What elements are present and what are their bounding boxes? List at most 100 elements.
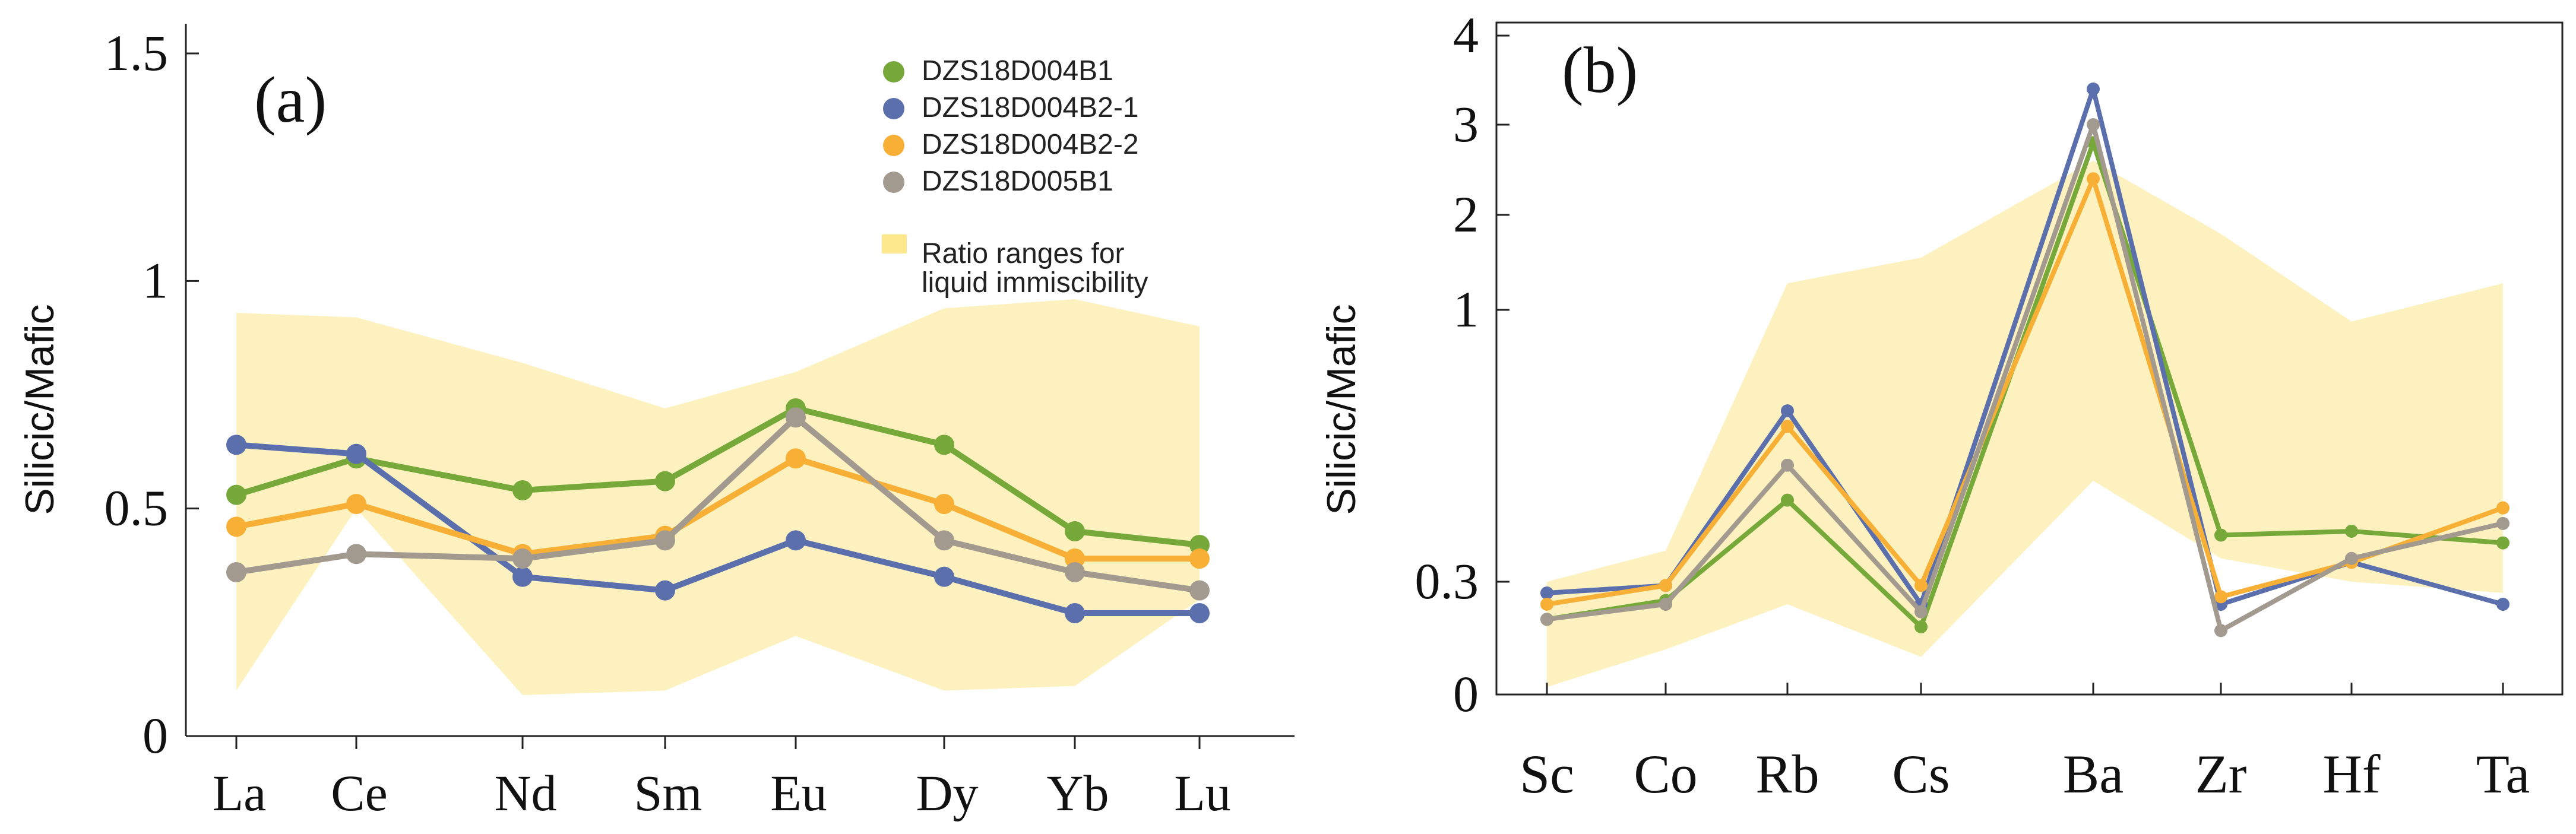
legend-marker-dzs18d004b2-2 (883, 135, 904, 156)
panel-b-y-tick-label: 2 (1453, 186, 1479, 243)
panel-a-point-dzs18d004b1 (934, 435, 954, 455)
panel-a-point-dzs18d004b1 (512, 480, 533, 500)
panel-a-point-dzs18d005b1 (1065, 562, 1085, 582)
panel-a-point-dzs18d005b1 (934, 530, 954, 551)
panel-b-x-tick-label: Cs (1892, 744, 1950, 804)
panel-b-y-tick-label: 4 (1453, 7, 1479, 64)
panel-b-point-dzs18d004b2-2 (2496, 501, 2509, 515)
panel-b-y-tick-label: 0 (1453, 665, 1479, 722)
panel-a-point-dzs18d005b1 (786, 407, 806, 428)
panel-a-x-tick-label: Nd (494, 765, 556, 822)
panel-a-point-dzs18d004b2-2 (1189, 548, 1210, 569)
panel-b-y-tick-label: 0.3 (1415, 553, 1479, 610)
panel-b-point-dzs18d005b1 (1914, 605, 1928, 619)
panel-b-label: (b) (1562, 34, 1638, 106)
panel-a-x-tick-label: Dy (916, 765, 978, 822)
panel-a-y-tick-label: 1 (143, 252, 168, 309)
panel-a-point-dzs18d004b2-1 (655, 580, 675, 601)
panel-b-point-dzs18d005b1 (2087, 118, 2100, 131)
panel-a-line-dzs18d004b2-1 (233, 442, 1202, 616)
panel-b-point-dzs18d004b2-2 (1659, 579, 1672, 592)
panel-b-point-dzs18d004b2-1 (1781, 404, 1794, 418)
panel-a-point-dzs18d005b1 (346, 544, 366, 565)
panel-b-point-dzs18d004b2-1 (2087, 83, 2100, 96)
panel-b-point-dzs18d005b1 (2214, 624, 2227, 638)
panel-a-range-band (236, 299, 1200, 695)
panel-a-point-dzs18d004b2-1 (1189, 603, 1210, 623)
panel-a-point-dzs18d004b2-1 (934, 566, 954, 587)
panel-a-x-tick-label: Lu (1174, 765, 1231, 822)
panel-b-point-dzs18d004b1 (2214, 528, 2227, 542)
panel-b-point-dzs18d004b2-2 (2214, 590, 2227, 604)
panel-a-point-dzs18d005b1 (226, 562, 246, 582)
panel-b-x-tick-label: Zr (2195, 744, 2247, 804)
panel-b-point-dzs18d004b1 (2496, 536, 2509, 550)
panel-a-x-tick-label: Eu (770, 765, 827, 822)
panel-b-y-tick-label: 1 (1453, 281, 1479, 338)
panel-b-point-dzs18d004b1 (1781, 493, 1794, 507)
panel-a-label: (a) (254, 64, 327, 136)
legend-band-label-line2: liquid immiscibility (922, 267, 1148, 299)
panel-b-x-tick-label: Sc (1520, 744, 1574, 804)
panel-b-chart: Silicic/Mafic (b) 0 0.3 1 2 3 4 Sc Co Rb Cs Ba Zr Hf… (1319, 7, 2564, 804)
panel-b-point-dzs18d004b2-2 (1914, 579, 1928, 592)
panel-a-point-dzs18d005b1 (512, 548, 533, 569)
panel-a-point-dzs18d004b2-2 (934, 494, 954, 514)
panel-b-point-dzs18d005b1 (1659, 598, 1672, 611)
panel-a-x-tick-label: Sm (634, 765, 702, 822)
panel-b-range-band (1547, 160, 2503, 687)
panel-b-point-dzs18d005b1 (1781, 458, 1794, 472)
panel-b-point-dzs18d005b1 (2345, 551, 2358, 565)
panel-a-line-dzs18d004b1 (233, 405, 1202, 548)
legend-marker-dzs18d004b2-1 (883, 98, 904, 119)
legend-entry-dzs18d005b1: DZS18D005B1 (922, 166, 1113, 197)
panel-a-line-dzs18d004b2-2 (233, 455, 1202, 562)
panel-a-y-tick-label: 1.5 (105, 24, 169, 81)
panel-a-point-dzs18d004b1 (226, 484, 246, 505)
legend-entry-dzs18d004b1: DZS18D004B1 (922, 55, 1113, 87)
panel-a-point-dzs18d004b2-2 (786, 448, 806, 469)
panel-a-point-dzs18d005b1 (1189, 580, 1210, 601)
panel-b-point-dzs18d004b2-2 (1781, 420, 1794, 433)
panel-a-point-dzs18d004b2-1 (346, 443, 366, 464)
panel-a-x-tick-label: Yb (1046, 765, 1109, 822)
panel-b-x-tick-label: Hf (2322, 744, 2380, 804)
panel-b-line-dzs18d005b1 (1545, 122, 2505, 633)
panel-b-point-dzs18d004b2-1 (1540, 586, 1553, 600)
legend-entry-dzs18d004b2-2: DZS18D004B2-2 (922, 129, 1139, 160)
panel-a-x-tick-label: Ce (331, 765, 388, 822)
legend-entry-dzs18d004b2-1: DZS18D004B2-1 (922, 92, 1139, 123)
panel-b-point-dzs18d004b1 (2345, 524, 2358, 538)
panel-a-point-dzs18d004b2-2 (226, 516, 246, 537)
legend-marker-dzs18d004b1 (883, 61, 904, 83)
legend-marker-dzs18d005b1 (883, 172, 904, 193)
panel-b-point-dzs18d004b2-2 (2087, 172, 2100, 186)
panel-b-point-dzs18d005b1 (1540, 613, 1553, 626)
panel-b-point-dzs18d005b1 (2496, 516, 2509, 530)
panel-a-point-dzs18d004b1 (655, 471, 675, 491)
panel-b-point-dzs18d004b1 (1914, 620, 1928, 633)
panel-a-point-dzs18d004b1 (1065, 521, 1085, 541)
panel-a-point-dzs18d004b2-2 (346, 494, 366, 514)
panel-a-point-dzs18d004b2-1 (226, 435, 246, 455)
panel-b-x-tick-label: Rb (1755, 744, 1819, 804)
legend: Ratio ranges for liquid immiscibility DZ… (882, 55, 1148, 299)
panel-a-y-axis-label: Silicic/Mafic (17, 304, 62, 515)
panel-a-y-tick-label: 0.5 (105, 480, 169, 537)
panel-b-x-tick-label: Co (1634, 744, 1697, 804)
panel-b-y-axis-label: Silicic/Mafic (1319, 304, 1364, 515)
panel-a-point-dzs18d004b2-1 (512, 566, 533, 587)
panel-b-x-tick-label: Ba (2063, 744, 2124, 804)
panel-a-y-tick-label: 0 (143, 707, 168, 764)
panel-a-line-dzs18d005b1 (233, 414, 1202, 594)
panel-b-plot-frame (1495, 21, 2564, 696)
legend-band-swatch (882, 234, 907, 253)
panel-b-x-tick-label: Ta (2476, 744, 2530, 804)
panel-a-point-dzs18d004b2-1 (1065, 603, 1085, 623)
panel-a-point-dzs18d005b1 (655, 530, 675, 551)
legend-band-label-line1: Ratio ranges for (922, 238, 1125, 269)
panel-a-chart: Silicic/Mafic (a) 0 0.5 1 1.5 La Ce Nd Sm Eu Dy Yb… (17, 24, 1295, 822)
panel-a-x-tick-label: La (213, 765, 267, 822)
panel-a-point-dzs18d004b2-1 (786, 530, 806, 551)
